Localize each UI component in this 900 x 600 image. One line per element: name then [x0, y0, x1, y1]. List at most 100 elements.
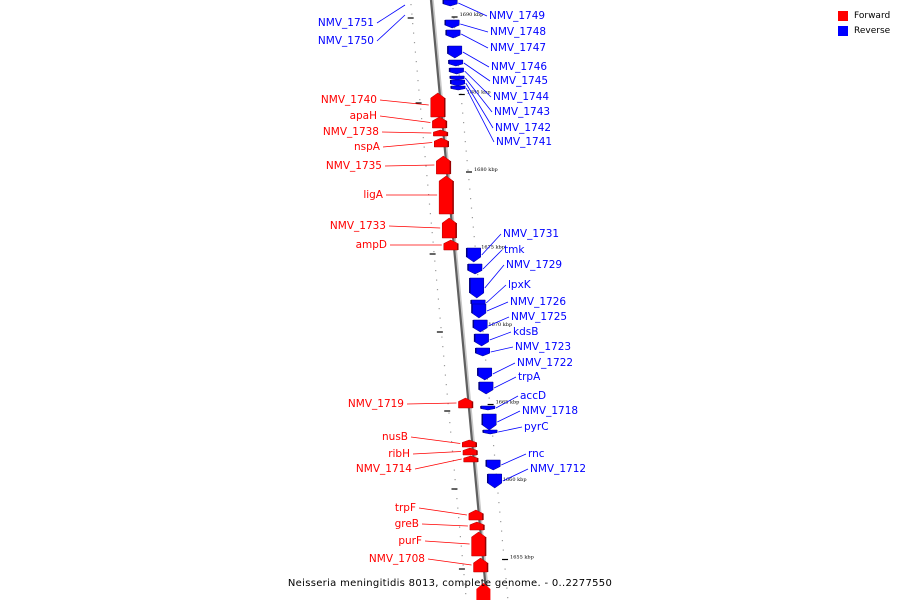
forward-gene-label: ligA — [363, 189, 383, 201]
forward-gene-label: ribH — [388, 448, 410, 460]
guide-dot — [493, 445, 495, 447]
scale-tick-label: 1680 kbp — [474, 167, 498, 173]
guide-dot — [459, 526, 461, 528]
reverse-gene-label: NMV_1742 — [495, 122, 551, 134]
forward-leader-line — [414, 458, 462, 470]
scale-tick-label: 1660 kbp — [503, 477, 527, 483]
forward-gene-label: NMV_1708 — [369, 553, 425, 565]
guide-dot — [462, 564, 464, 566]
guide-dot — [466, 160, 468, 162]
reverse-gene-feature — [450, 79, 465, 87]
reverse-leader-line — [488, 316, 510, 327]
reverse-leader-line — [481, 233, 502, 256]
reverse-gene-label: pyrC — [524, 421, 549, 433]
guide-dot — [486, 378, 488, 380]
reverse-gene-feature — [466, 247, 481, 263]
reverse-gene-label: NMV_1726 — [510, 296, 566, 308]
guide-dot — [414, 51, 416, 53]
guide-dot — [422, 137, 424, 139]
label-leader-lines — [376, 2, 529, 566]
guide-dot — [457, 65, 459, 67]
forward-leader-line — [376, 14, 406, 42]
guide-dot — [443, 355, 445, 357]
reverse-gene-feature — [445, 29, 461, 39]
scale-ticks: 1690 kbp 1685 kbp 1680 kbp 1675 kbp 1670 kbp… — [407, 12, 534, 570]
forward-gene-label: NMV_1738 — [323, 126, 379, 138]
forward-gene-label: NMV_1750 — [318, 35, 374, 47]
forward-gene-feature — [430, 92, 446, 118]
legend-reverse: Reverse — [838, 23, 890, 38]
forward-leader-line — [379, 99, 429, 106]
guide-dot — [435, 270, 437, 272]
guide-dot — [461, 103, 463, 105]
reverse-gene-label: NMV_1725 — [511, 311, 567, 323]
forward-leader-line — [388, 225, 441, 229]
guide-dot — [470, 198, 472, 200]
reverse-gene-label: NMV_1745 — [492, 75, 548, 87]
gene-features — [430, 0, 502, 600]
reverse-leader-line — [489, 331, 512, 341]
guide-dot — [464, 583, 466, 585]
forward-gene-label: apaH — [350, 110, 377, 122]
reverse-gene-label: NMV_1723 — [515, 341, 571, 353]
reverse-gene-feature — [449, 67, 464, 75]
guide-dot — [457, 507, 459, 509]
reverse-leader-line — [501, 453, 527, 466]
forward-gene-label: NMV_1714 — [356, 463, 412, 475]
guide-dot — [444, 374, 446, 376]
forward-gene-label: NMV_1719 — [348, 398, 404, 410]
guide-dot — [461, 555, 463, 557]
reverse-leader-line — [498, 426, 523, 433]
reverse-gene-feature — [450, 85, 466, 91]
guide-dot — [421, 118, 423, 120]
reverse-gene-feature — [444, 19, 460, 29]
guide-dot — [412, 23, 414, 25]
guide-dot — [448, 412, 450, 414]
forward-gene-label: purF — [398, 535, 422, 547]
scale-tick-label: 1675 kbp — [481, 245, 505, 251]
guide-dot — [427, 184, 429, 186]
forward-swatch — [838, 10, 848, 21]
forward-gene-label: nspA — [354, 141, 381, 153]
reverse-gene-label: rnc — [528, 448, 545, 460]
reverse-gene-feature — [485, 459, 501, 471]
reverse-gene-label: accD — [520, 390, 546, 402]
reverse-gene-label: tmk — [504, 244, 525, 256]
reverse-gene-label: lpxK — [508, 279, 532, 291]
reverse-gene-feature — [480, 405, 496, 411]
reverse-leader-line — [482, 249, 503, 270]
guide-dot — [506, 587, 508, 589]
forward-label: Forward — [854, 10, 891, 21]
guide-dot — [477, 274, 479, 276]
guide-dot — [443, 365, 446, 367]
guide-dot — [502, 549, 504, 551]
guide-dot — [425, 165, 427, 167]
guide-dot — [423, 146, 425, 148]
guide-dot — [451, 450, 454, 452]
guide-dot — [431, 232, 433, 234]
guide-dot — [498, 502, 500, 504]
reverse-leader-line — [493, 376, 517, 389]
forward-leader-line — [379, 115, 431, 123]
guide-dot — [501, 540, 503, 542]
reverse-gene-label: NMV_1744 — [493, 91, 549, 103]
guide-dot — [465, 150, 467, 152]
guide-dot — [485, 359, 487, 361]
guide-dot — [432, 241, 434, 243]
reverse-gene-label: NMV_1712 — [530, 463, 586, 475]
forward-gene-label: nusB — [382, 431, 408, 443]
guide-dot — [469, 188, 471, 190]
reverse-gene-label: NMV_1749 — [489, 10, 545, 22]
guide-dot — [421, 127, 424, 129]
forward-gene-label: greB — [395, 518, 419, 530]
forward-leader-line — [412, 451, 462, 455]
forward-leader-line — [424, 540, 470, 545]
guide-dot — [440, 327, 442, 329]
reverse-gene-feature — [478, 381, 494, 395]
reverse-gene-feature — [474, 333, 489, 347]
reverse-gene-label: NMV_1741 — [496, 136, 552, 148]
reverse-gene-label: NMV_1746 — [491, 61, 547, 73]
reverse-leader-line — [462, 51, 490, 68]
guide-dot — [482, 331, 484, 333]
guide-dot — [463, 122, 465, 124]
